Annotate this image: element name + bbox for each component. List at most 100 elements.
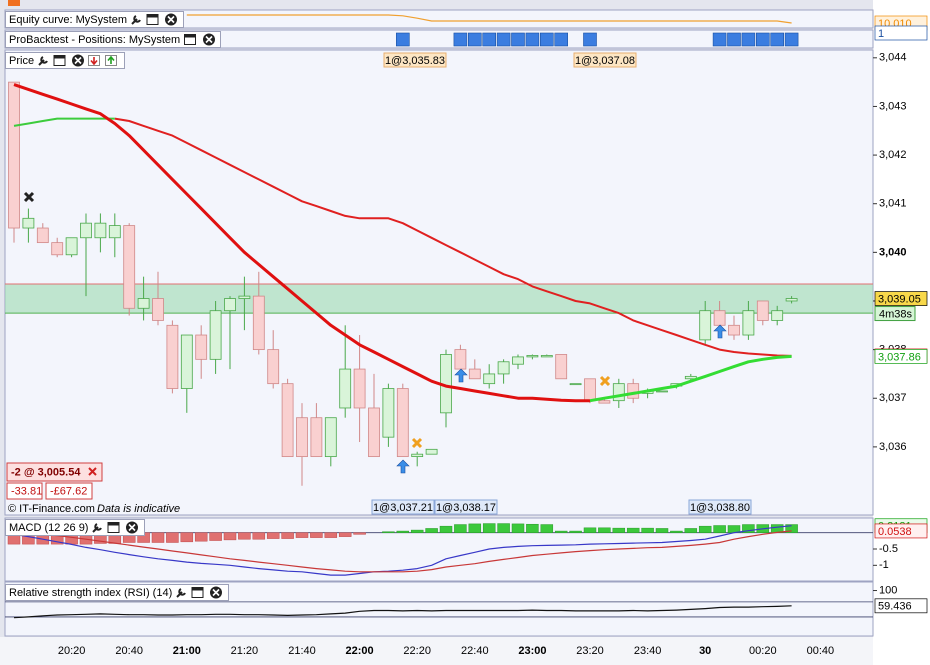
candle-body [555,354,568,380]
candle-body [22,217,35,229]
trade-label: 1@3,035.83 [385,55,445,67]
source: © IT-Finance.com [8,503,95,515]
candle-body [65,237,78,256]
price-zone [5,283,873,314]
y-tick-label: 3,042 [879,149,907,161]
histogram-bar [612,527,626,533]
line [13,83,590,403]
candle-body [684,375,697,380]
trade-label-box [371,499,435,515]
trade-label-box [434,499,498,515]
trade-label: 1@3,038.17 [436,502,496,514]
panel-buttons[interactable] [175,586,225,599]
candle-body [137,298,150,309]
x-tick-label: 21:00 [173,645,201,657]
candle-body [281,383,294,458]
panel-background [4,49,874,516]
y-tick-label: -1 [879,559,889,571]
candle-body [425,448,438,455]
candle-body [627,383,640,399]
value-flag [874,598,928,614]
value-flag-label: 3,037.86 [878,351,921,363]
y-tick-label: 3,037 [879,392,907,404]
histogram-bar [684,528,698,533]
exit-cross [23,191,35,203]
position-label: -2 @ 3,005.54 [11,466,81,478]
line [13,530,792,573]
position-bar [539,32,554,47]
y-tick-label: 3,043 [879,100,907,112]
panel-buttons[interactable] [37,54,121,67]
line [13,117,115,127]
pnl-points: -33.81 [11,485,42,497]
position-bar [770,32,785,47]
panel-title-text: Relative strength index (RSI) (14) [9,586,173,599]
x-tick-label: 22:00 [346,645,374,657]
value-flag-label: 1 [878,28,884,40]
x-tick-label: 22:40 [461,645,489,657]
buy-arrow [713,324,727,339]
buy-arrow [396,459,410,474]
candle-body [699,310,712,341]
panel-plot [5,523,873,576]
candle-body [94,222,107,239]
candle-body [396,388,409,458]
x-tick-label: 30 [699,645,711,657]
candle-body [238,295,251,299]
histogram-bar [569,530,582,533]
histogram-bar [454,524,467,533]
candle-body [713,310,726,326]
panel-plot [5,601,873,619]
histogram-bar [554,530,568,533]
trade-label-box [383,52,447,68]
axis-area [873,0,930,665]
y-tick-label: 3,044 [879,52,907,64]
panel-title: ProBacktest - Positions: MySystem [5,31,222,48]
histogram-bar [540,524,554,533]
countdown-box [874,306,916,322]
candle-body [166,324,179,389]
candle-body [483,373,496,385]
value-flag [874,291,928,306]
candle-body [224,298,236,312]
pnl-money: -£67.62 [50,485,87,497]
histogram-bar [396,530,410,533]
candle-body [771,310,784,321]
y-tick-label: 3,040 [879,246,907,258]
candle-body [785,298,798,302]
position-bar [511,32,525,47]
panel-title-text: ProBacktest - Positions: MySystem [9,33,181,46]
histogram-bar [151,532,165,543]
candle-body [296,417,308,458]
histogram-bar [295,532,309,538]
y-tick-label: 100 [879,584,897,596]
histogram-bar [526,523,539,533]
candle-body [512,356,524,365]
candle-body [411,453,424,458]
x-tick-label: 23:20 [576,645,604,657]
histogram-bar [497,523,510,533]
trade-label-box [688,499,752,515]
time-axis-area [0,637,873,665]
histogram-bar [698,525,712,533]
panel-buttons[interactable] [130,13,180,26]
value-flag [874,349,928,364]
histogram-bar [310,532,323,538]
panel-buttons[interactable] [91,521,141,534]
panel-title-text: MACD (12 26 9) [9,521,89,534]
line [114,117,792,357]
y-tick-label: 3,036 [879,441,907,453]
line [589,354,792,403]
histogram-bar [180,532,194,543]
candle-body [36,227,49,244]
position-bar [755,32,770,47]
histogram-bar [209,532,222,541]
panel-title: Price [5,52,126,69]
histogram-bar [324,532,338,538]
position-bar [467,32,482,47]
histogram-bar [439,525,453,533]
panel-plot [186,14,792,24]
panel-buttons[interactable] [183,33,217,46]
x-tick-label: 00:20 [749,645,777,657]
